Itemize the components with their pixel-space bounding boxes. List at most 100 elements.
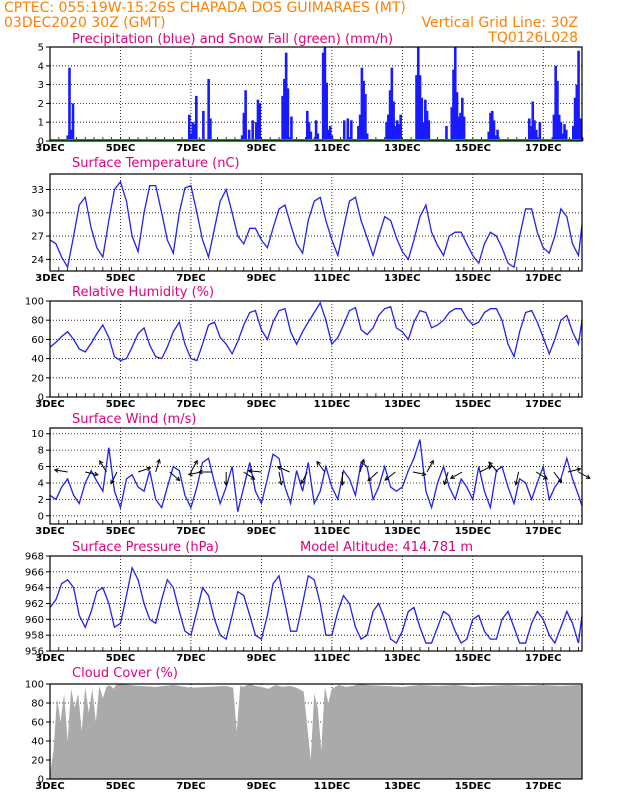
wind-arrow-head bbox=[514, 480, 519, 486]
altitude-note: Model Altitude: 414.781 m bbox=[300, 540, 473, 555]
wind-arrow bbox=[110, 471, 118, 484]
wind-arrow bbox=[426, 460, 434, 473]
humidity-line bbox=[49, 301, 583, 362]
precip-bar bbox=[365, 133, 369, 141]
cloud-xtick-label: 3DEC bbox=[35, 781, 64, 792]
wind-arrow bbox=[316, 461, 326, 473]
run-date: 03DEC2020 30Z (GMT) bbox=[4, 15, 166, 31]
pressure-xtick-label: 11DEC bbox=[314, 653, 350, 664]
precip-bar bbox=[494, 135, 498, 141]
wind-arrow bbox=[515, 471, 520, 485]
precip-bar bbox=[342, 120, 346, 141]
temperature-xtick-label: 17DEC bbox=[525, 273, 561, 284]
wind-arrow bbox=[384, 471, 396, 481]
wind-arrow bbox=[412, 471, 426, 476]
wind-arrow bbox=[367, 471, 378, 482]
precip-bar bbox=[350, 120, 353, 141]
precip-bar bbox=[453, 47, 457, 141]
precip-bar bbox=[573, 97, 577, 141]
temperature-xtick-label: 11DEC bbox=[314, 273, 350, 284]
wind-arrow bbox=[578, 471, 591, 479]
temperature-xtick-label: 7DEC bbox=[176, 273, 205, 284]
pressure-ytick-label: 964 bbox=[25, 583, 44, 594]
precip-bar bbox=[554, 65, 557, 141]
temperature-ytick-label: 27 bbox=[31, 232, 44, 243]
precip-bar bbox=[489, 112, 492, 141]
pressure-xtick-label: 15DEC bbox=[455, 653, 491, 664]
wind-arrow-head bbox=[576, 467, 582, 472]
wind-xtick-label: 9DEC bbox=[247, 526, 276, 537]
precip-bar bbox=[399, 114, 402, 141]
precip-bar bbox=[323, 47, 327, 141]
precip-bar bbox=[314, 120, 318, 141]
cloud-xtick-label: 15DEC bbox=[455, 781, 491, 792]
pressure-xtick-label: 7DEC bbox=[176, 653, 205, 664]
precip-bar bbox=[69, 129, 73, 141]
precip-bar bbox=[459, 112, 462, 141]
precip-bar bbox=[531, 101, 535, 141]
precip-bar bbox=[286, 88, 290, 141]
humidity-title: Relative Humidity (%) bbox=[72, 285, 214, 300]
humidity-ytick-label: 60 bbox=[31, 335, 44, 346]
humidity-xtick-label: 13DEC bbox=[384, 399, 420, 410]
precip-bar bbox=[527, 118, 531, 141]
wind-arrow-head bbox=[340, 481, 345, 487]
temperature-xtick-label: 13DEC bbox=[384, 273, 420, 284]
pressure-panel: 3DEC 5DEC 7DEC 9DEC 11DEC 13DEC 15DEC 17DEC 956 9… bbox=[25, 552, 583, 664]
precip-bar bbox=[207, 78, 210, 141]
wind-arrow bbox=[488, 461, 498, 473]
precip-bar bbox=[325, 82, 328, 141]
precip-xtick-label: 5DEC bbox=[106, 143, 135, 154]
precip-bar bbox=[346, 118, 350, 141]
pressure-title: Surface Pressure (hPa) bbox=[72, 540, 219, 555]
precip-bar bbox=[290, 116, 293, 141]
wind-xtick-label: 5DEC bbox=[106, 526, 135, 537]
wind-ytick-label: 2 bbox=[38, 495, 44, 506]
precip-bar bbox=[195, 95, 198, 141]
wind-arrow-head bbox=[175, 476, 181, 482]
wind-arrow-head bbox=[421, 471, 427, 477]
precip-bar bbox=[254, 122, 258, 141]
precip-bar bbox=[571, 125, 575, 141]
wind-arrow bbox=[155, 459, 160, 473]
cloud-cover-area bbox=[50, 684, 582, 779]
precip-bar bbox=[321, 52, 325, 141]
temperature-frame bbox=[49, 173, 583, 272]
wind-arrow-head bbox=[187, 471, 193, 477]
pressure-xtick-label: 3DEC bbox=[35, 653, 64, 664]
pressure-ytick-label: 960 bbox=[25, 615, 44, 626]
precip-bar bbox=[247, 129, 251, 141]
precip-bar bbox=[455, 92, 459, 141]
wind-arrow-head bbox=[443, 480, 448, 486]
precip-bar bbox=[395, 120, 399, 141]
temperature-xtick-label: 9DEC bbox=[247, 273, 276, 284]
wind-arrow bbox=[99, 460, 107, 473]
wind-ytick-label: 8 bbox=[38, 446, 44, 457]
precip-ytick-label: 3 bbox=[38, 80, 44, 91]
pressure-xtick-label: 17DEC bbox=[525, 653, 561, 664]
wind-arrow bbox=[479, 465, 492, 473]
precip-bar bbox=[461, 97, 464, 141]
temperature-ytick-label: 24 bbox=[31, 255, 44, 266]
wind-panel: 3DEC 5DEC 7DEC 9DEC 11DEC 13DEC 15DEC 17DEC 0 2 4 6… bbox=[31, 427, 591, 537]
precip-bar bbox=[187, 114, 191, 141]
wind-xtick-label: 11DEC bbox=[314, 526, 350, 537]
precip-bar bbox=[385, 122, 388, 141]
temperature-xtick-label: 5DEC bbox=[106, 273, 135, 284]
wind-arrow bbox=[54, 469, 68, 473]
precip-bar bbox=[364, 94, 367, 141]
wind-arrow-head bbox=[156, 458, 161, 464]
precip-bar bbox=[450, 107, 454, 141]
wind-arrow-head bbox=[316, 460, 321, 466]
precip-bar bbox=[390, 67, 394, 141]
precip-bar bbox=[559, 122, 563, 141]
humidity-xtick-label: 3DEC bbox=[35, 399, 64, 410]
precip-bar bbox=[307, 122, 311, 141]
wind-arrow bbox=[567, 468, 581, 473]
precip-bar bbox=[462, 116, 466, 141]
wind-arrow-head bbox=[250, 475, 256, 480]
precip-bar bbox=[418, 75, 422, 141]
precip-bar bbox=[258, 103, 262, 141]
station-title: CPTEC: 055:19W-15:26S CHAPADA DOS GUIMAR… bbox=[4, 0, 406, 16]
temperature-title: Surface Temperature (nC) bbox=[72, 156, 240, 171]
